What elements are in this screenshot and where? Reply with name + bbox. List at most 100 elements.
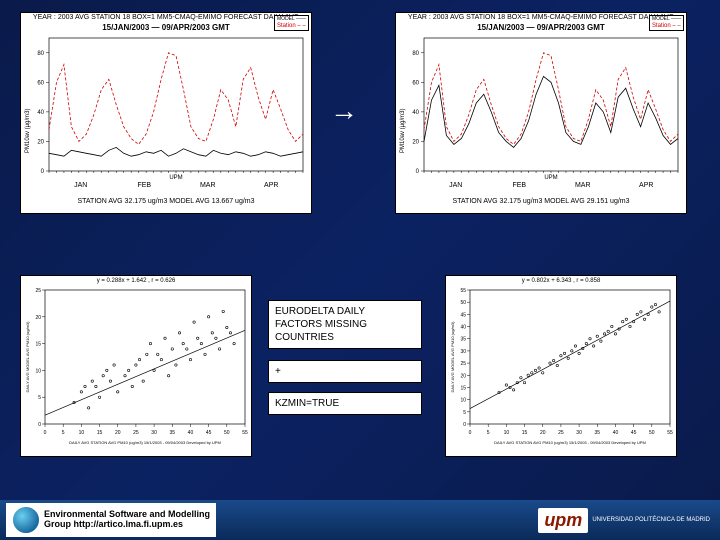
globe-icon [12, 506, 40, 534]
scatter-right-svg: 0 5 10 15 20 25 30 35 40 45 50 55 0 5 10 15 20 25 30 35 40 45… [446, 286, 676, 446]
svg-text:40: 40 [460, 325, 466, 331]
svg-text:5: 5 [38, 395, 41, 401]
upm-badge: upm [538, 508, 588, 533]
svg-text:50: 50 [460, 300, 466, 306]
svg-text:45: 45 [631, 430, 637, 436]
svg-text:10: 10 [79, 430, 85, 436]
note-kzmin: KZMIN=TRUE [268, 392, 422, 415]
note-eurodelta: EURODELTA DAILY FACTORS MISSING COUNTRIE… [268, 300, 422, 349]
scatter-eq-r: y = 0.802x + 6.343 , r = 0.858 [446, 276, 676, 286]
svg-text:JAN: JAN [449, 182, 462, 189]
legend-model: MODEL —— [277, 16, 306, 22]
timeseries-right-svg: 020406080JANFEBMARAPRUPM [396, 32, 686, 197]
svg-text:60: 60 [412, 80, 419, 86]
svg-text:20: 20 [540, 430, 546, 436]
svg-text:10: 10 [460, 398, 466, 404]
upm-sub: UNIVERSIDAD POLITÉCNICA DE MADRID [592, 517, 710, 524]
svg-text:10: 10 [35, 368, 41, 374]
ts-header2-r: 15/JAN/2003 — 09/APR/2003 GMT [396, 23, 686, 32]
svg-text:35: 35 [169, 430, 175, 436]
svg-text:20: 20 [412, 139, 419, 145]
svg-text:45: 45 [460, 312, 466, 318]
ts-header1: YEAR : 2003 AVG STATION 18 BOX=1 MM5-CMA… [21, 13, 311, 23]
ts-ylabel: PM10av (µg/m3) [25, 109, 31, 153]
svg-text:30: 30 [151, 430, 157, 436]
svg-text:MAR: MAR [575, 182, 591, 189]
svg-text:5: 5 [62, 430, 65, 436]
svg-text:30: 30 [576, 430, 582, 436]
upm-logo: upm UNIVERSIDAD POLITÉCNICA DE MADRID [538, 505, 710, 535]
svg-text:20: 20 [115, 430, 121, 436]
svg-text:0: 0 [44, 430, 47, 436]
svg-text:20: 20 [37, 139, 44, 145]
note-l4: KZMIN=TRUE [275, 398, 339, 409]
scatter-eq-l: y = 0.288x + 1.642 , r = 0.626 [21, 276, 251, 286]
ts-right-footer: STATION AVG 32.175 ug/m3 MODEL AVG 29.15… [396, 197, 686, 207]
timeseries-left-panel: MODEL —— Station – – YEAR : 2003 AVG STA… [20, 12, 312, 214]
timeseries-right-panel: MODEL —— Station – – YEAR : 2003 AVG STA… [395, 12, 687, 214]
svg-text:FEB: FEB [512, 182, 526, 189]
svg-text:5: 5 [487, 430, 490, 436]
svg-text:MAR: MAR [200, 182, 216, 189]
note-plus-text: + [275, 366, 281, 377]
legend-station-r: Station – – [652, 23, 681, 29]
svg-text:35: 35 [460, 337, 466, 343]
svg-text:JAN: JAN [74, 182, 87, 189]
svg-text:25: 25 [35, 288, 41, 294]
svg-text:DAILY AVG STATION AVG PM10 (ug: DAILY AVG STATION AVG PM10 (ug/m3) 15/1/… [494, 440, 646, 445]
svg-text:25: 25 [133, 430, 139, 436]
scatter-left-svg: 0 5 10 15 20 25 30 35 40 45 50 55 0 5 10 15 20 25 DAILY AV… [21, 286, 251, 446]
svg-text:20: 20 [460, 373, 466, 379]
legend-model-r: MODEL —— [652, 16, 681, 22]
svg-text:15: 15 [35, 342, 41, 348]
svg-text:45: 45 [206, 430, 212, 436]
svg-text:60: 60 [37, 80, 44, 86]
footer-group-box: Environmental Software and Modelling Gro… [6, 503, 216, 537]
arrow-icon: → [330, 95, 358, 127]
svg-text:0: 0 [469, 430, 472, 436]
svg-text:80: 80 [37, 50, 44, 56]
svg-text:DAILY AVG MODEL AVG PM10 (ug/m: DAILY AVG MODEL AVG PM10 (ug/m3) [450, 321, 455, 393]
svg-text:DAILY AVG STATION AVG PM10 (ug: DAILY AVG STATION AVG PM10 (ug/m3) 15/1/… [69, 440, 221, 445]
svg-text:30: 30 [460, 349, 466, 355]
svg-text:50: 50 [224, 430, 230, 436]
svg-text:55: 55 [460, 288, 466, 294]
svg-text:40: 40 [613, 430, 619, 436]
svg-text:15: 15 [97, 430, 103, 436]
svg-text:15: 15 [522, 430, 528, 436]
footer-l1: Environmental Software and Modelling [44, 509, 210, 519]
timeseries-left-svg: 0 20 40 60 80 JAN FEB MAR APR UPM [21, 32, 311, 197]
svg-text:0: 0 [463, 422, 466, 428]
svg-text:UPM: UPM [169, 175, 182, 181]
svg-text:25: 25 [460, 361, 466, 367]
note-l3: COUNTRIES [275, 332, 334, 343]
ts-left-footer: STATION AVG 32.175 ug/m3 MODEL AVG 13.66… [21, 197, 311, 207]
svg-text:40: 40 [188, 430, 194, 436]
svg-text:10: 10 [504, 430, 510, 436]
ts-header2: 15/JAN/2003 — 09/APR/2003 GMT [21, 23, 311, 32]
note-l1: EURODELTA DAILY [275, 306, 365, 317]
svg-text:55: 55 [667, 430, 673, 436]
note-l2: FACTORS MISSING [275, 319, 367, 330]
svg-text:35: 35 [594, 430, 600, 436]
svg-text:0: 0 [41, 169, 45, 175]
svg-text:DAILY AVG MODEL AVG PM10 (ug/m: DAILY AVG MODEL AVG PM10 (ug/m3) [25, 321, 30, 393]
svg-text:APR: APR [264, 182, 278, 189]
svg-text:40: 40 [37, 110, 44, 116]
footer-bar: Environmental Software and Modelling Gro… [0, 500, 720, 540]
scatter-right-panel: y = 0.802x + 6.343 , r = 0.858 0 5 10 15 20 2… [445, 275, 677, 457]
note-plus: + [268, 360, 422, 383]
svg-text:APR: APR [639, 182, 653, 189]
legend-box: MODEL —— Station – – [274, 15, 309, 31]
svg-text:25: 25 [558, 430, 564, 436]
svg-text:55: 55 [242, 430, 248, 436]
svg-text:FEB: FEB [137, 182, 151, 189]
ts-ylabel-r: PM10av (µg/m3) [400, 109, 406, 153]
svg-text:5: 5 [463, 410, 466, 416]
svg-text:15: 15 [460, 385, 466, 391]
legend-box-r: MODEL —— Station – – [649, 15, 684, 31]
svg-text:0: 0 [38, 422, 41, 428]
svg-text:20: 20 [35, 315, 41, 321]
legend-station: Station – – [277, 23, 306, 29]
svg-text:40: 40 [412, 110, 419, 116]
